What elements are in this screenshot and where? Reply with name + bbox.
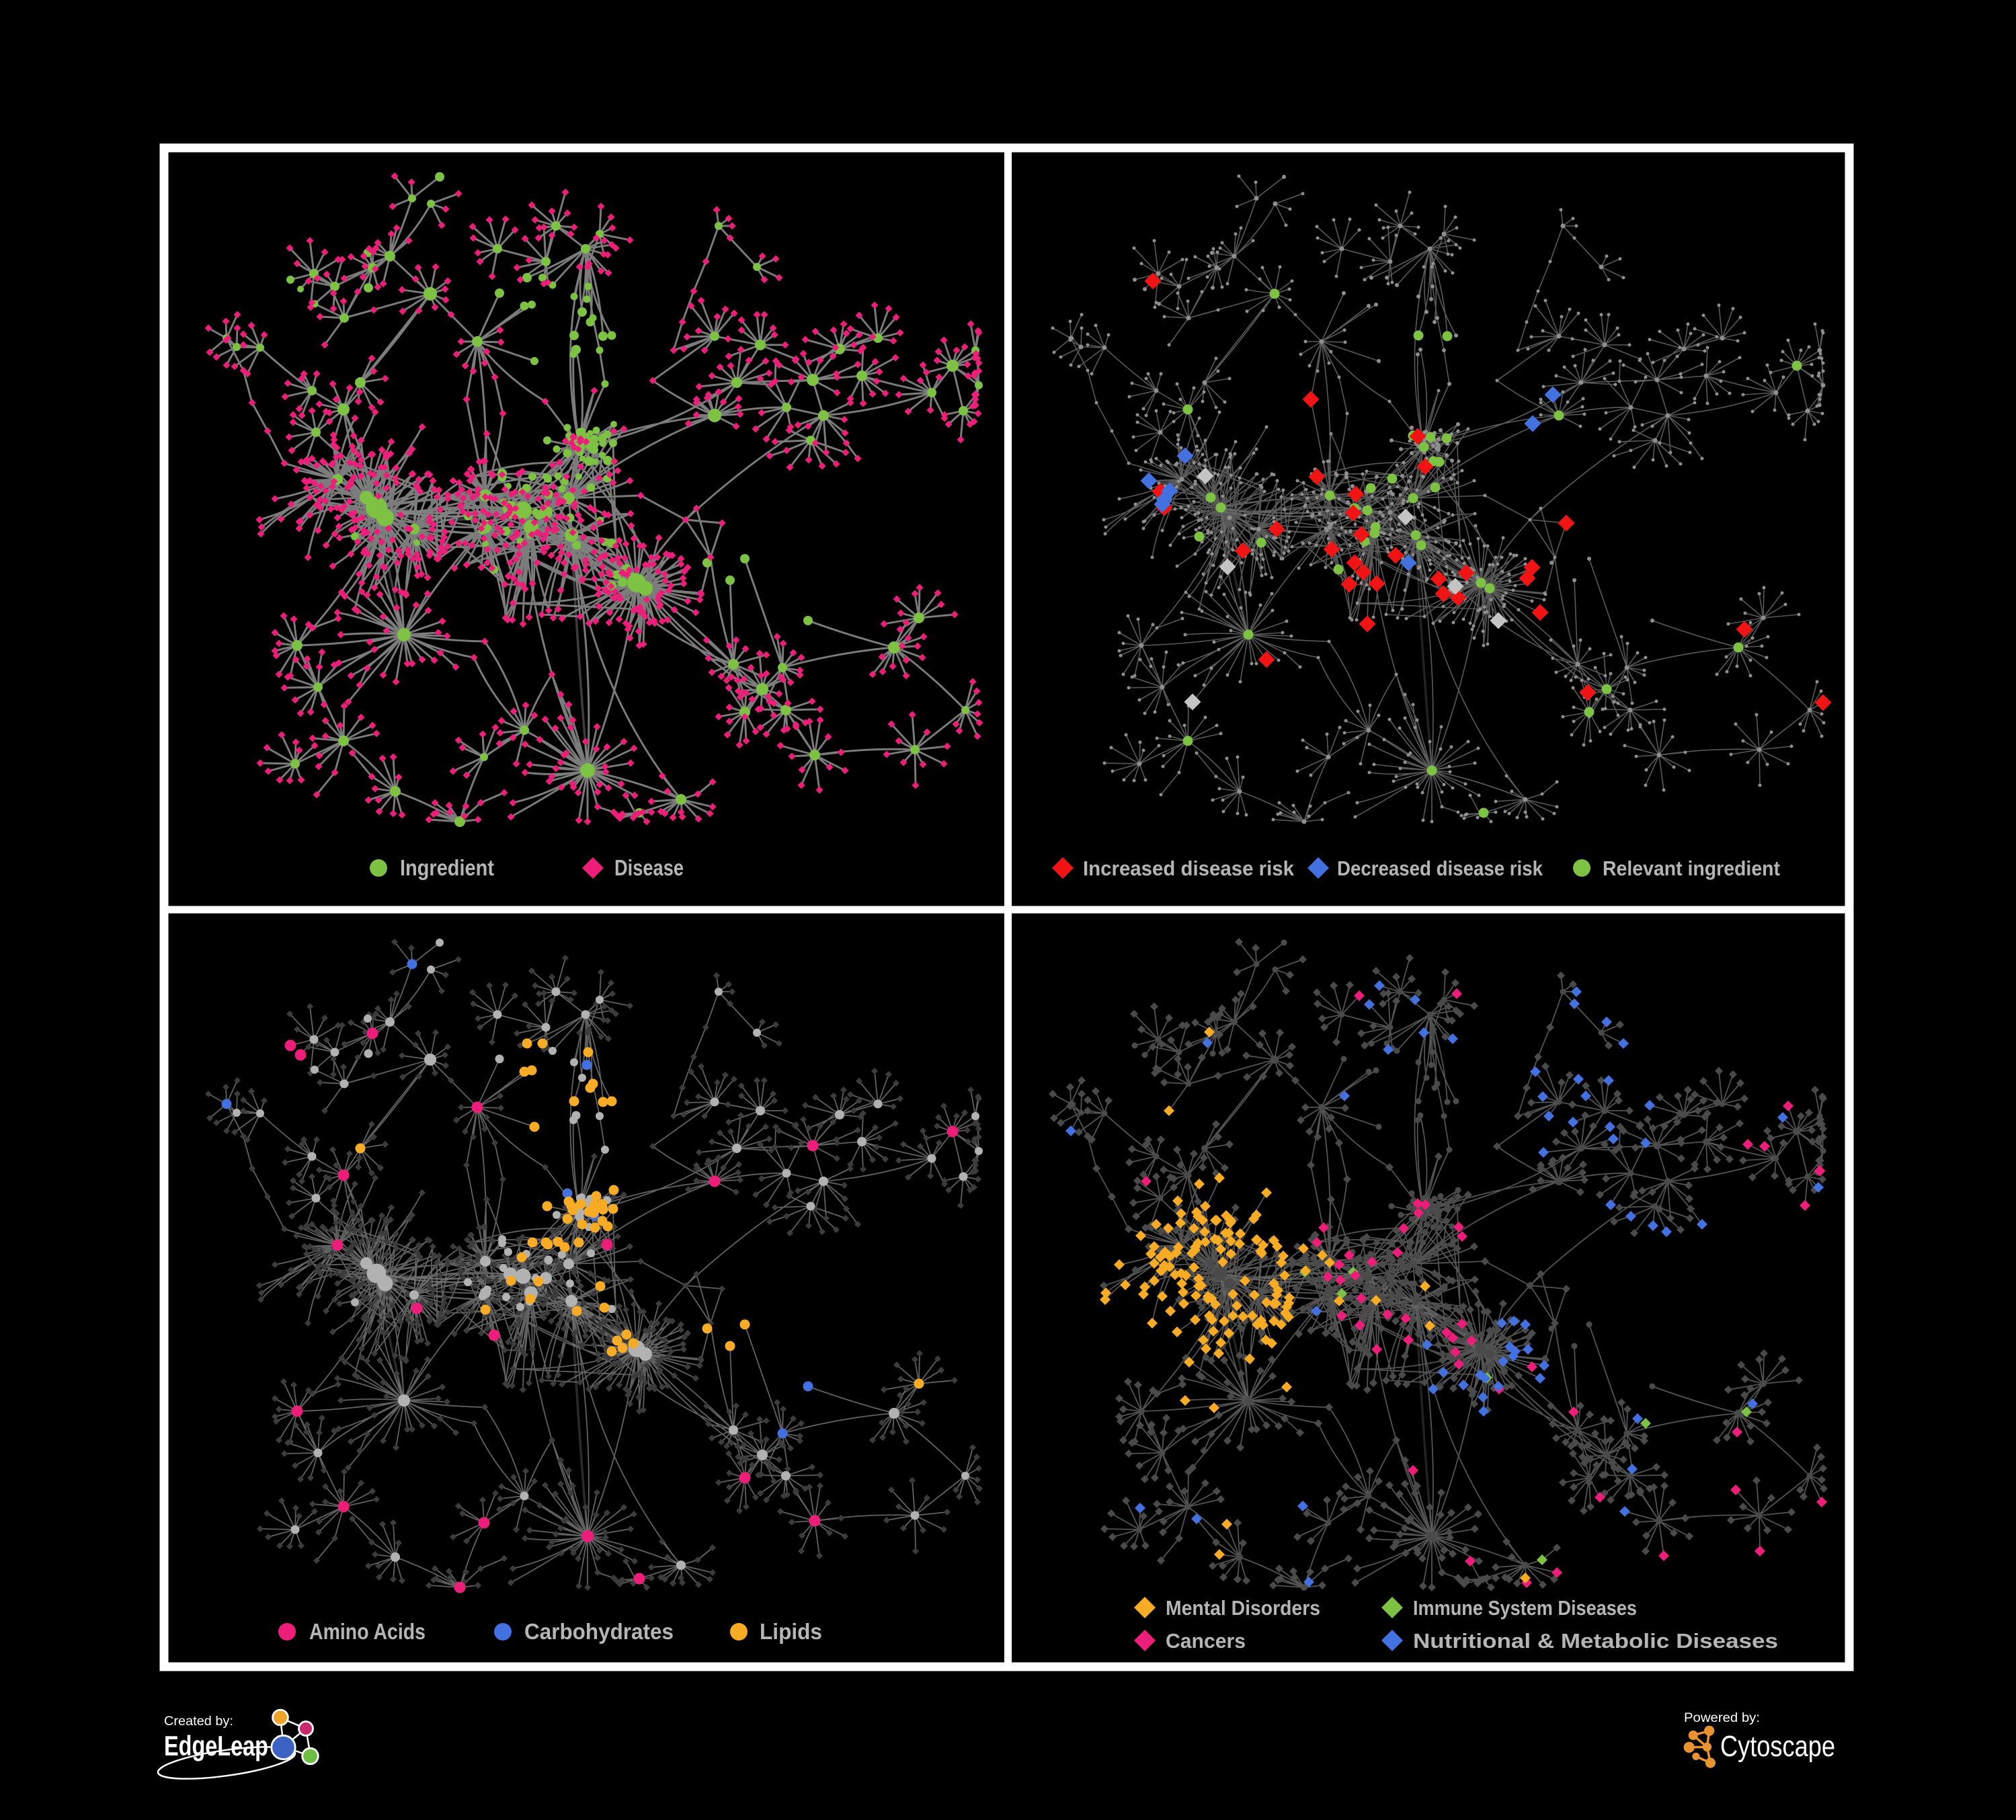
svg-text:Carbohydrates: Carbohydrates	[524, 1619, 674, 1644]
svg-text:Nutritional & Metabolic Diseas: Nutritional & Metabolic Diseases	[1413, 1629, 1778, 1653]
svg-text:Mental Disorders: Mental Disorders	[1166, 1596, 1320, 1620]
svg-text:Cancers: Cancers	[1166, 1629, 1246, 1653]
svg-text:Immune System Diseases: Immune System Diseases	[1413, 1596, 1637, 1620]
svg-text:Created by:: Created by:	[164, 1714, 233, 1729]
svg-text:Decreased disease risk: Decreased disease risk	[1337, 857, 1543, 880]
svg-text:Ingredient: Ingredient	[400, 855, 494, 880]
svg-text:Increased disease risk: Increased disease risk	[1083, 857, 1295, 880]
svg-text:Amino Acids: Amino Acids	[309, 1619, 426, 1644]
svg-text:Disease: Disease	[614, 855, 684, 880]
svg-text:Lipids: Lipids	[760, 1619, 822, 1644]
svg-text:Relevant ingredient: Relevant ingredient	[1603, 857, 1780, 880]
svg-text:EdgeLeap: EdgeLeap	[164, 1730, 268, 1762]
svg-text:Cytoscape: Cytoscape	[1720, 1730, 1835, 1763]
svg-text:Powered by:: Powered by:	[1684, 1711, 1760, 1725]
